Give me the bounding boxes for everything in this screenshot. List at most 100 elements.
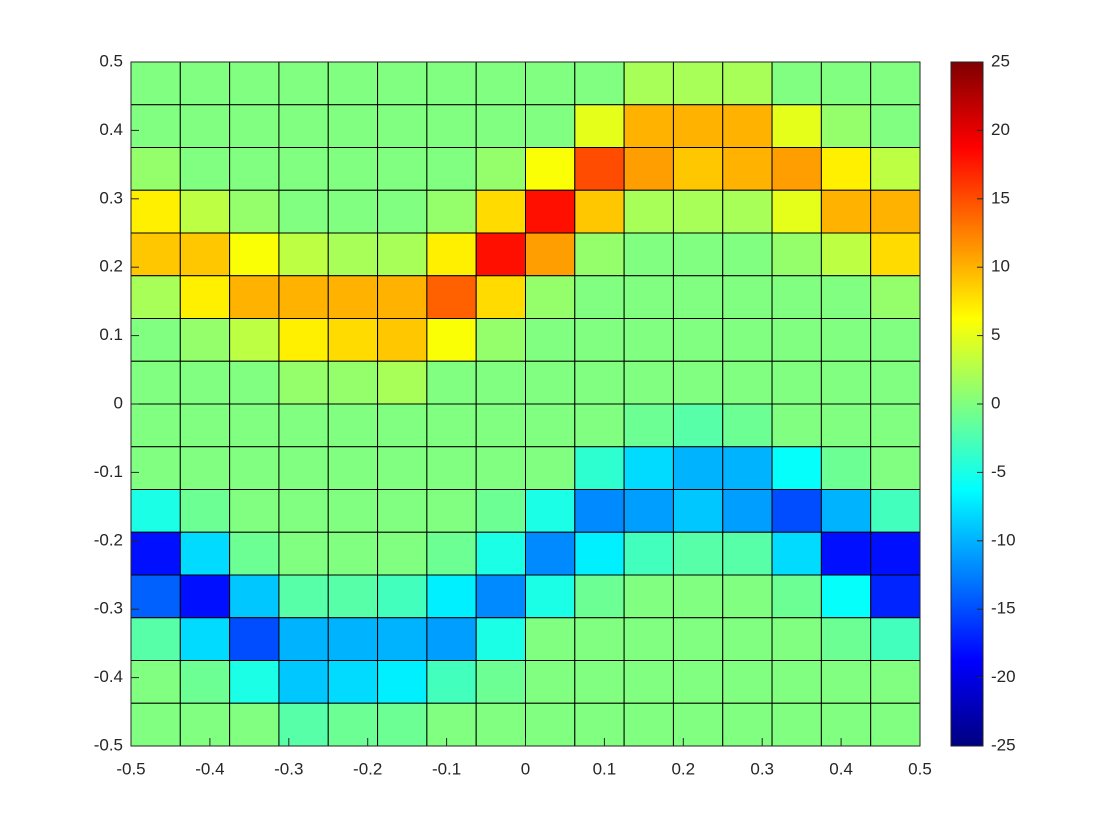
- heatmap-cell: [820, 617, 872, 661]
- heatmap-cell: [771, 403, 822, 448]
- heatmap-cell: [130, 617, 181, 661]
- heatmap-cell: [672, 660, 724, 704]
- heatmap-cell: [623, 489, 674, 533]
- heatmap-cell: [525, 147, 576, 191]
- heatmap-cell: [820, 446, 872, 490]
- heatmap-cell: [870, 617, 921, 661]
- heatmap-cell: [820, 574, 872, 619]
- heatmap-cell: [377, 189, 428, 234]
- heatmap-cell: [229, 574, 280, 619]
- heatmap-cell: [623, 147, 674, 191]
- heatmap-cell: [870, 275, 921, 319]
- x-tick-label: 0.3: [750, 759, 774, 778]
- heatmap-cell: [525, 531, 576, 576]
- heatmap-cell: [475, 403, 526, 448]
- heatmap-cell: [623, 275, 674, 319]
- heatmap-cell: [672, 232, 724, 277]
- heatmap-cell: [179, 403, 231, 448]
- heatmap-cell: [426, 531, 477, 576]
- colorbar-tick-label: -15: [991, 599, 1016, 618]
- heatmap-cell: [130, 702, 181, 747]
- heatmap-cell: [574, 232, 625, 277]
- heatmap-cell: [377, 531, 428, 576]
- heatmap-cell: [278, 660, 329, 704]
- heatmap-cell: [130, 489, 181, 533]
- heatmap-cell: [475, 61, 526, 106]
- heatmap-cell: [377, 617, 428, 661]
- y-tick-label: -0.4: [94, 667, 123, 686]
- heatmap-cell: [672, 446, 724, 490]
- heatmap-cell: [327, 189, 379, 234]
- heatmap-cell: [574, 61, 625, 106]
- heatmap-cell: [525, 61, 576, 106]
- heatmap-cell: [278, 489, 329, 533]
- heatmap-cell: [229, 617, 280, 661]
- heatmap-cell: [574, 702, 625, 747]
- y-tick-label: -0.3: [94, 599, 123, 618]
- heatmap-cell: [820, 275, 872, 319]
- heatmap-cell: [574, 403, 625, 448]
- x-tick-label: 0.5: [908, 759, 932, 778]
- colorbar-tick-label: -5: [991, 462, 1006, 481]
- heatmap-cell: [870, 360, 921, 405]
- heatmap-cell: [475, 189, 526, 234]
- heatmap-cell: [278, 617, 329, 661]
- heatmap-cell: [229, 147, 280, 191]
- heatmap-cell: [771, 318, 822, 362]
- heatmap-cell: [820, 147, 872, 191]
- heatmap-cell: [475, 104, 526, 148]
- heatmap-cell: [229, 189, 280, 234]
- heatmap-cell: [130, 403, 181, 448]
- heatmap-cell: [426, 189, 477, 234]
- y-tick-label: 0.2: [99, 257, 123, 276]
- heatmap-cell: [870, 61, 921, 106]
- heatmap-cell: [574, 275, 625, 319]
- heatmap-cell: [672, 275, 724, 319]
- heatmap-cell: [179, 104, 231, 148]
- heatmap-cell: [623, 61, 674, 106]
- heatmap-cell: [820, 360, 872, 405]
- heatmap-cell: [179, 574, 231, 619]
- heatmap-cell: [327, 446, 379, 490]
- heatmap-cell: [574, 489, 625, 533]
- heatmap-cell: [525, 489, 576, 533]
- heatmap-cell: [722, 61, 773, 106]
- heatmap-cell: [179, 189, 231, 234]
- heatmap-cell: [475, 531, 526, 576]
- heatmap-cell: [327, 360, 379, 405]
- heatmap-cell: [574, 446, 625, 490]
- heatmap-cell: [574, 617, 625, 661]
- heatmap-cell: [672, 403, 724, 448]
- heatmap-cell: [870, 446, 921, 490]
- heatmap-cell: [820, 61, 872, 106]
- heatmap-cell: [327, 489, 379, 533]
- heatmap-cell: [623, 574, 674, 619]
- heatmap-cell: [623, 104, 674, 148]
- y-tick-label: 0: [114, 393, 123, 412]
- heatmap-cell: [771, 702, 822, 747]
- x-tick-label: -0.5: [116, 759, 145, 778]
- heatmap-cell: [229, 446, 280, 490]
- heatmap-cell: [475, 617, 526, 661]
- heatmap-cell: [771, 61, 822, 106]
- heatmap-cell: [426, 147, 477, 191]
- heatmap-cell: [229, 232, 280, 277]
- heatmap-cell: [377, 147, 428, 191]
- heatmap-cell: [771, 489, 822, 533]
- heatmap-cell: [377, 574, 428, 619]
- colorbar-tick-label: -20: [991, 667, 1016, 686]
- heatmap-cell: [377, 275, 428, 319]
- heatmap-cell: [870, 318, 921, 362]
- heatmap-cell: [179, 446, 231, 490]
- heatmap-cell: [229, 104, 280, 148]
- heatmap-cell: [130, 232, 181, 277]
- heatmap-cell: [426, 403, 477, 448]
- heatmap-cell: [525, 232, 576, 277]
- heatmap-cell: [377, 360, 428, 405]
- heatmap-cell: [722, 318, 773, 362]
- heatmap-cell: [377, 232, 428, 277]
- heatmap-cell: [574, 147, 625, 191]
- heatmap-cell: [130, 660, 181, 704]
- heatmap-cell: [475, 275, 526, 319]
- colorbar-tick-label: 20: [991, 120, 1010, 139]
